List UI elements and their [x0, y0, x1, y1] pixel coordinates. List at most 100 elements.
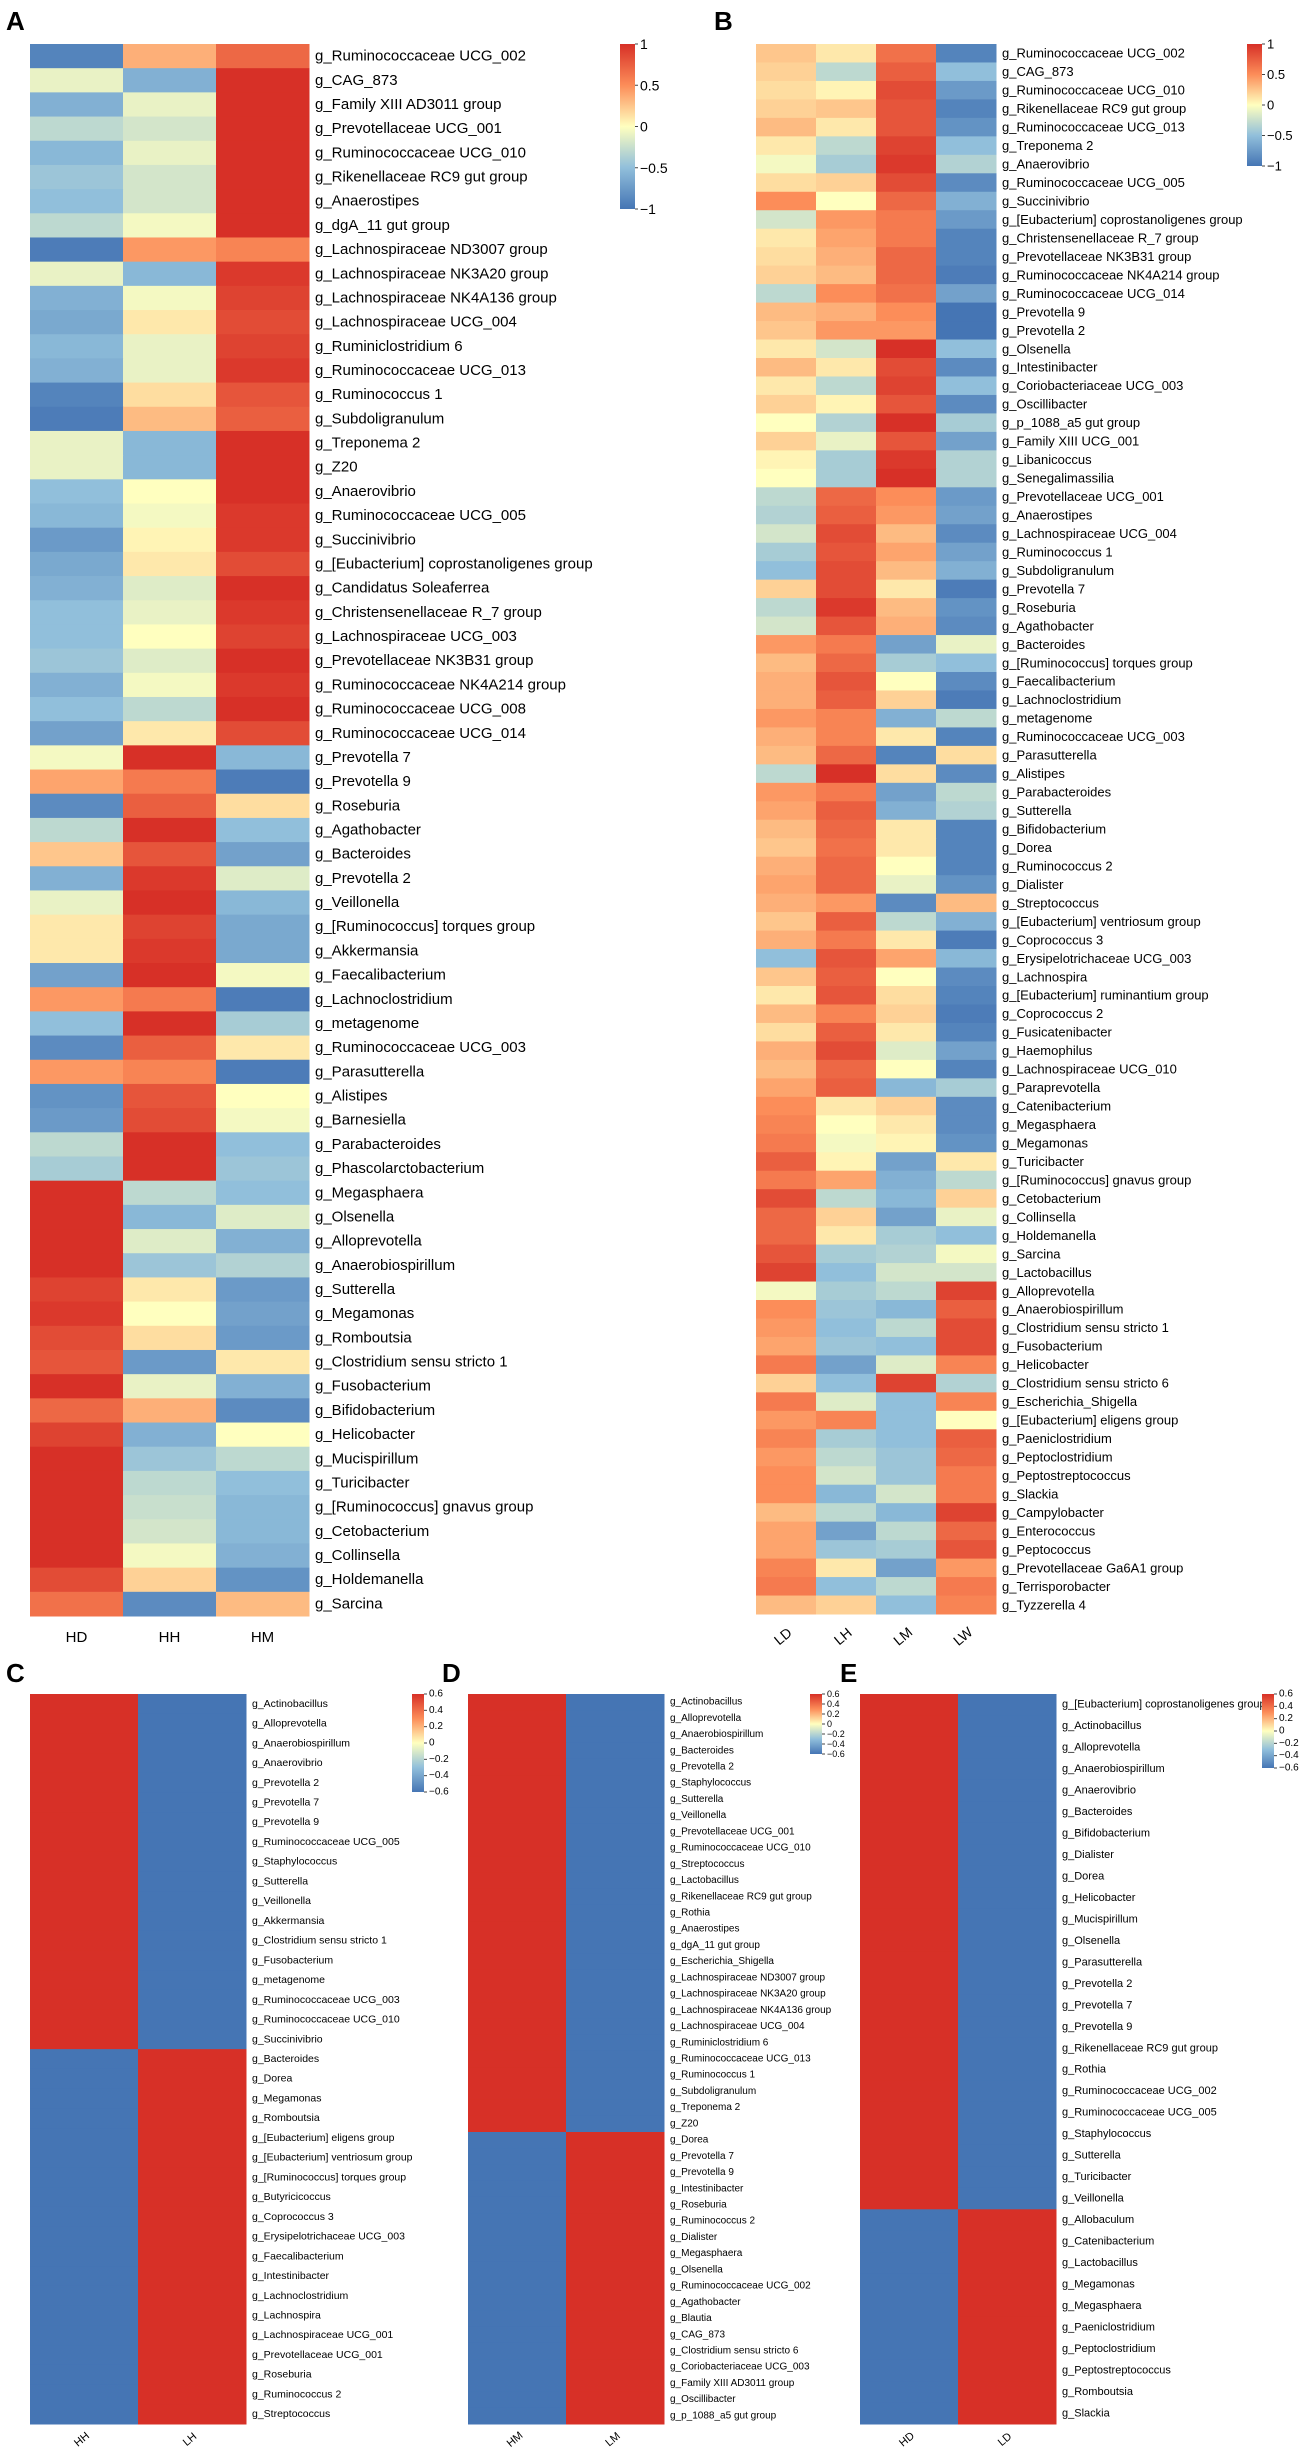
heatmap-cell-g-erysipelotrichaceae-ucg-003-ld: [756, 949, 817, 969]
heatmap-cell-g-ruminococcus-gnavus-group-lh: [816, 1170, 877, 1190]
row-label: g_Slackia: [1002, 1486, 1059, 1501]
heatmap-cell-g-p-1088-a5-gut-group-lm: [876, 413, 937, 433]
row-label: g_Paeniclostridium: [1062, 2321, 1155, 2333]
heatmap-cell-g-lactobacillus-hd: [860, 2252, 959, 2275]
heatmap-cell-g-ruminococcus-gnavus-group-hh: [123, 1495, 217, 1520]
heatmap-cell-g-oscillibacter-lw: [936, 394, 997, 414]
heatmap-cell-g-ruminococcaceae-ucg-003-lw: [936, 727, 997, 747]
heatmap-cell-g-prevotella-2-hh: [123, 866, 217, 891]
legend-tick-label: −1: [1267, 159, 1282, 174]
legend-tick-label: 0.5: [1267, 67, 1285, 82]
heatmap-cell-g-dorea-hm: [468, 2132, 567, 2149]
heatmap-cell-g-actinobacillus-lm: [566, 1694, 665, 1711]
row-label: g_Anaerobiospirillum: [252, 1737, 350, 1749]
heatmap-cell-g-sutterella-hm: [468, 1791, 567, 1809]
row-label: g_Dialister: [1002, 877, 1064, 892]
heatmap-cell-g-erysipelotrichaceae-ucg-003-lm: [876, 949, 937, 969]
heatmap-cell-g-family-xiii-ad3011-group-hh: [123, 92, 217, 118]
row-label: g_Escherichia_Shigella: [670, 1956, 774, 1967]
heatmap-cell-g-ruminococcus-torques-group-lw: [936, 653, 997, 673]
heatmap-cell-g-prevotellaceae-ucg-001-lm: [566, 1823, 665, 1841]
row-label: g_[Eubacterium] coprostanoligenes group: [1062, 1699, 1266, 1711]
heatmap-cell-g-megamonas-ld: [958, 2273, 1057, 2296]
heatmap-cell-g-treponema-2-lm: [876, 136, 937, 156]
heatmap-cell-g-enterococcus-lm: [876, 1521, 937, 1541]
heatmap-cell-g-cetobacterium-lm: [876, 1189, 937, 1209]
heatmap-cell-g-prevotella-7-hh: [123, 745, 217, 771]
row-label: g_Tyzzerella 4: [1002, 1597, 1086, 1612]
heatmap-cell-g-lachnoclostridium-lh: [138, 2285, 247, 2307]
row-label: g_Christensenellaceae R_7 group: [1002, 230, 1199, 245]
heatmap-cell-g-helicobacter-ld: [958, 1887, 1057, 1910]
row-label: g_Lachnospiraceae NK3A20 group: [670, 1989, 826, 2000]
heatmap-cell-g-prevotella-9-ld: [958, 2016, 1057, 2039]
row-label: g_Bacteroides: [1062, 1806, 1133, 1818]
row-label: g_Actinobacillus: [252, 1698, 328, 1710]
heatmap-cell-g-prevotellaceae-nk3b31-group-hh: [123, 648, 217, 674]
heatmap-cell-g-lachnospiraceae-nk4a136-group-hh: [123, 285, 217, 311]
row-label: g_Faecalibacterium: [1002, 674, 1115, 689]
heatmap-cell-g-ruminococcus-torques-group-lh: [138, 2167, 247, 2188]
row-label: g_Ruminococcaceae UCG_002: [1062, 2085, 1217, 2097]
heatmap-cell-g-ruminococcaceae-ucg-010-hm: [216, 140, 310, 166]
panel-d: Dg_Actinobacillus g_Alloprevotella g_Anaer…: [442, 1658, 845, 2450]
heatmap-cell-g-lachnospiraceae-nk3a20-group-hm: [216, 261, 310, 287]
heatmap-cell-g-senegalimassilia-lm: [876, 468, 937, 488]
row-label: g_Intestinibacter: [1002, 360, 1098, 375]
heatmap-cell-g-holdemanella-hd: [30, 1567, 124, 1593]
heatmap-cell-g-collinsella-hd: [30, 1543, 124, 1569]
heatmap-cell-g-subdoligranulum-hm: [216, 406, 310, 432]
heatmap-cell-g-clostridium-sensu-stricto-1-lh: [816, 1318, 877, 1338]
heatmap-cell-g-prevotella-9-lw: [936, 302, 997, 322]
row-label: g_Lachnospiraceae UCG_010: [1002, 1062, 1177, 1077]
heatmap-cell-g-prevotellaceae-ga6a1-group-lw: [936, 1558, 997, 1578]
row-label: g_Phascolarctobacterium: [315, 1160, 484, 1177]
heatmap-cell-g-prevotella-7-lm: [876, 579, 937, 599]
row-label: g_Ruminococcus 1: [315, 386, 443, 403]
heatmap-cell-g-peptoclostridium-ld: [958, 2338, 1057, 2361]
row-label: g_Intestinibacter: [252, 2270, 330, 2282]
heatmap-cell-g-coriobacteriaceae-ucg-003-lm: [876, 376, 937, 396]
heatmap-cell-g-slackia-ld: [756, 1484, 817, 1504]
heatmap-cell-g-anaerostipes-lw: [936, 505, 997, 525]
row-label: g_Alloprevotella: [252, 1718, 327, 1730]
heatmap-cell-g-agathobacter-hh: [123, 817, 217, 843]
heatmap-cell-g-ruminiclostridium-6-hd: [30, 334, 124, 359]
legend-tick-label: 0.2: [827, 1709, 840, 1719]
heatmap-cell-g-fusobacterium-lh: [138, 1950, 247, 1971]
heatmap-cell-g-anaerovibrio-hh: [123, 479, 217, 505]
heatmap-cell-g-megasphaera-ld: [756, 1115, 817, 1135]
row-label: g_Veillonella: [670, 1810, 727, 1821]
row-label: g_[Ruminococcus] gnavus group: [315, 1499, 533, 1516]
heatmap-cell-g-subdoligranulum-lm: [566, 2083, 665, 2101]
heatmap-cell-g-fusobacterium-hh: [123, 1374, 217, 1399]
heatmap-cell-g-ruminococcaceae-ucg-008-hm: [216, 696, 310, 722]
heatmap-cell-g-prevotella-2-lw: [936, 321, 997, 341]
heatmap-cell-g-escherichia-shigella-lh: [816, 1392, 877, 1412]
heatmap-cell-g-rikenellaceae-rc9-gut-group-ld: [756, 99, 817, 119]
row-label: g_Candidatus Soleaferrea: [315, 580, 490, 597]
heatmap-cell-g-alloprevotella-lh: [816, 1281, 877, 1301]
heatmap-cell-g-parasutterella-lm: [876, 745, 937, 765]
row-label: g_Ruminococcaceae UCG_002: [315, 48, 526, 65]
heatmap-cell-g-parasutterella-lh: [816, 745, 877, 765]
heatmap-cell-g-dialister-hm: [468, 2229, 567, 2247]
heatmap-cell-g-slackia-ld: [958, 2402, 1057, 2425]
heatmap-cell-g-haemophilus-lh: [816, 1041, 877, 1061]
heatmap-cell-g-parasutterella-ld: [756, 745, 817, 765]
heatmap-cell-g-family-xiii-ad3011-group-lm: [566, 2375, 665, 2393]
heatmap-cell-g-prevotella-9-lh: [138, 1812, 247, 1833]
legend-tick-label: 0: [429, 1738, 435, 1749]
heatmap-cell-g-cag-873-ld: [756, 62, 817, 82]
row-label: g_CAG_873: [670, 2329, 725, 2340]
row-label: g_Prevotella 2: [1062, 1978, 1132, 1990]
heatmap-cell-g-subdoligranulum-hd: [30, 406, 124, 432]
heatmap-cell-g-fusicatenibacter-lh: [816, 1022, 877, 1042]
heatmap-cell-g-alistipes-hh: [123, 1083, 217, 1109]
row-label: g_Prevotellaceae NK3B31 group: [1002, 249, 1191, 264]
heatmap-cell-g-ruminococcaceae-ucg-010-ld: [756, 80, 817, 100]
heatmap-cell-g-christensenellaceae-r-7-group-hd: [30, 600, 124, 625]
row-label: g_Ruminococcaceae UCG_008: [315, 701, 526, 718]
row-label: g_Parasutterella: [1002, 748, 1097, 763]
heatmap-cell-g-sutterella-hh: [30, 1871, 139, 1892]
